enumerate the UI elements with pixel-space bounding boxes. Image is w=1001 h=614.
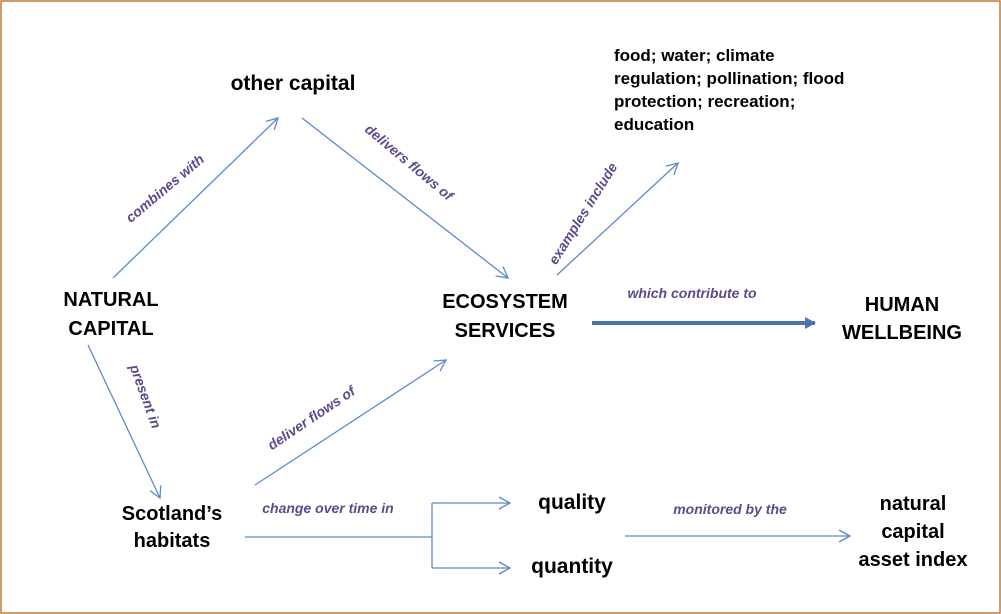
arrow — [254, 359, 448, 486]
arrows — [87, 117, 852, 575]
node-label: Scotland’s — [122, 503, 222, 525]
node-label: WELLBEING — [842, 322, 962, 344]
arrow — [112, 117, 279, 279]
edge-label: monitored by the — [673, 501, 787, 517]
arrow — [556, 162, 679, 276]
node-label: quantity — [531, 555, 613, 578]
node-label: ECOSYSTEM — [442, 291, 568, 313]
arrow — [87, 344, 162, 500]
node-label: food; water; climate — [614, 46, 775, 65]
node-label: other capital — [231, 72, 356, 95]
node-label: CAPITAL — [68, 318, 153, 340]
node-label: capital — [881, 521, 944, 543]
node-label: HUMAN — [865, 294, 939, 316]
edge-label: change over time in — [262, 500, 393, 516]
node-label: quality — [538, 491, 606, 514]
node-label: education — [614, 115, 694, 134]
arrow — [301, 117, 510, 279]
edge-label: which contribute to — [627, 285, 757, 301]
node-label: protection; recreation; — [614, 92, 795, 111]
node-label: NATURAL — [63, 289, 158, 311]
nodes: other capital food; water; climate regulat… — [63, 46, 967, 578]
node-label: habitats — [134, 530, 211, 552]
node-label: regulation; pollination; flood — [614, 69, 844, 88]
node-label: asset index — [859, 549, 968, 571]
node-label: SERVICES — [455, 320, 556, 342]
node-label: natural — [880, 493, 947, 515]
